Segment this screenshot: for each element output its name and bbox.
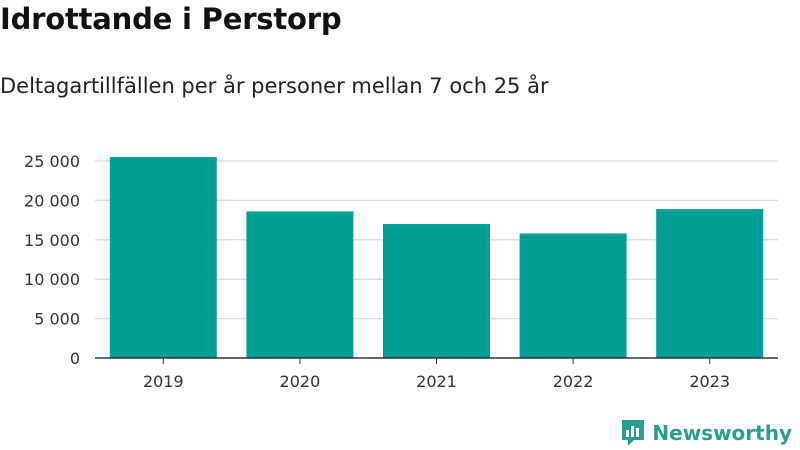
y-tick-label: 10 000: [24, 270, 80, 289]
bar: [519, 233, 627, 358]
y-tick-label: 15 000: [24, 231, 80, 250]
x-tick-label: 2019: [143, 372, 184, 391]
chart-subtitle: Deltagartillfällen per år personer mella…: [0, 74, 549, 98]
x-tick-label: 2020: [280, 372, 321, 391]
y-tick-label: 25 000: [24, 152, 80, 171]
y-tick-label: 20 000: [24, 191, 80, 210]
x-tick-label: 2023: [689, 372, 730, 391]
bar: [383, 224, 490, 358]
chart-title: Idrottande i Perstorp: [0, 2, 342, 36]
newsworthy-logo: Newsworthy: [620, 418, 792, 448]
bar: [109, 157, 217, 358]
bar: [246, 211, 354, 358]
x-tick-label: 2022: [553, 372, 594, 391]
newsworthy-logo-icon: [622, 420, 645, 446]
y-tick-label: 0: [70, 349, 80, 368]
newsworthy-logo-text: Newsworthy: [652, 421, 792, 445]
x-tick-label: 2021: [416, 372, 457, 391]
bar: [656, 209, 764, 358]
y-tick-label: 5 000: [34, 310, 80, 329]
